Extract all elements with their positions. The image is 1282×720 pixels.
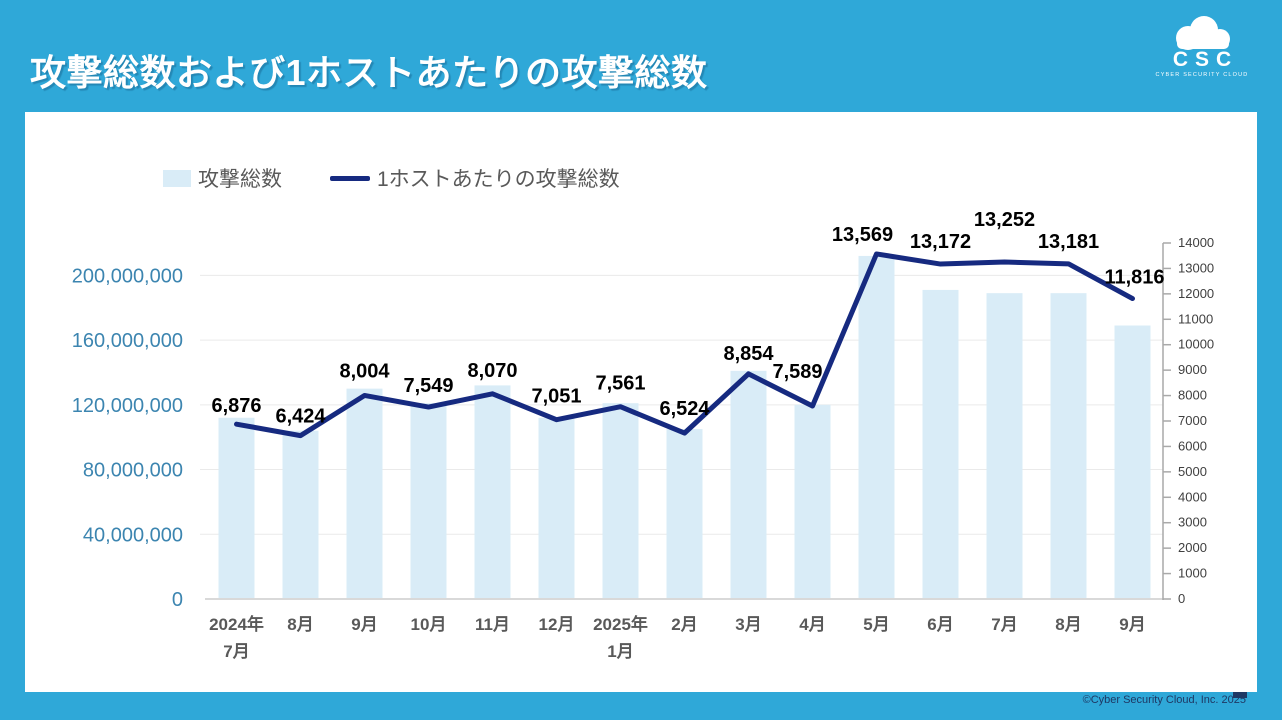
- legend-item-line: 1ホストあたりの攻撃総数: [330, 163, 620, 193]
- line-swatch-icon: [330, 175, 370, 181]
- logo-acronym: CSC: [1172, 48, 1239, 71]
- bar-swatch-icon: [163, 169, 191, 187]
- content-panel: [25, 112, 1257, 692]
- csc-logo: CSC CYBER SECURITY CLOUD: [1152, 16, 1252, 78]
- page-title: 攻撃総数および1ホストあたりの攻撃総数: [30, 52, 708, 93]
- legend-label-line: 1ホストあたりの攻撃総数: [377, 168, 620, 191]
- logo-subtitle: CYBER SECURITY CLOUD: [1155, 72, 1249, 78]
- chart-legend: 攻撃総数 1ホストあたりの攻撃総数: [163, 163, 620, 193]
- legend-item-bars: 攻撃総数: [163, 163, 282, 193]
- legend-label-bars: 攻撃総数: [198, 168, 282, 191]
- footer-copyright: ©Cyber Security Cloud, Inc. 2025: [1082, 694, 1246, 706]
- cloud-icon: [1176, 16, 1230, 50]
- page-number-fragment: [1233, 692, 1247, 698]
